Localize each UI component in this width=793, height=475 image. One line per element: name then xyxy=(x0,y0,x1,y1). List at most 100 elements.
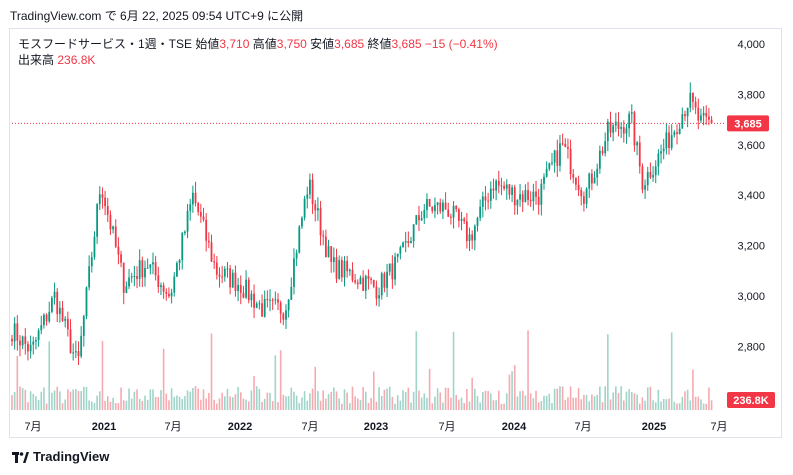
volume-bar xyxy=(484,390,487,410)
volume-bar xyxy=(455,394,458,410)
candle-body xyxy=(53,291,56,298)
volume-bar xyxy=(476,395,479,410)
candle-body xyxy=(590,173,593,184)
candle-body xyxy=(149,264,152,268)
close-label: 終値 xyxy=(367,37,392,51)
volume-bar xyxy=(333,387,335,410)
candle-body xyxy=(689,92,692,108)
volume-bar xyxy=(519,391,521,410)
publish-header: TradingView.com で 6月 22, 2025 09:54 UTC+… xyxy=(10,9,304,23)
volume-bar xyxy=(708,387,710,410)
volume-bar xyxy=(492,400,495,410)
volume-bar xyxy=(678,403,681,410)
volume-bar xyxy=(681,396,684,410)
volume-bar xyxy=(319,400,322,410)
volume-bar xyxy=(503,403,505,410)
candle-body xyxy=(516,199,519,206)
volume-bar xyxy=(117,403,120,410)
volume-bar xyxy=(351,386,354,410)
x-tick-label: 7月 xyxy=(574,421,591,433)
candle-body xyxy=(56,291,59,314)
candle-body xyxy=(484,196,487,201)
volume-bar xyxy=(396,395,399,410)
volume-bar xyxy=(32,393,35,410)
candle-body xyxy=(660,151,662,154)
candle-body xyxy=(19,340,21,346)
ohlc-row: モスフードサービス・1週・TSE 始値3,710 高値3,750 安値3,685… xyxy=(18,36,498,52)
volume-bar xyxy=(505,393,508,410)
candle-body xyxy=(24,336,27,344)
candle-body xyxy=(13,323,16,342)
volume-bar xyxy=(210,333,213,410)
volume-bar xyxy=(402,390,404,410)
volume-bar xyxy=(269,392,271,410)
candle-body xyxy=(11,338,13,342)
candle-body xyxy=(676,132,678,134)
volume-bar xyxy=(245,399,247,410)
volume-bar xyxy=(644,400,646,410)
candle-body xyxy=(638,142,641,167)
volume-bar xyxy=(239,392,242,410)
volume-bar xyxy=(271,401,274,410)
candle-body xyxy=(186,210,189,232)
volume-bar xyxy=(359,400,362,410)
candle-body xyxy=(271,299,274,301)
volume-bar xyxy=(338,398,340,410)
candle-body xyxy=(662,148,665,152)
volume-bar xyxy=(104,400,106,410)
x-axis[interactable]: 7月 2021 7月 2022 7月 2023 7月 2024 7月 2025 7月 xyxy=(24,421,727,433)
candle-body xyxy=(511,187,513,195)
candle-body xyxy=(468,234,471,242)
candle-body xyxy=(205,219,208,241)
volume-bar xyxy=(463,403,465,410)
candle-body xyxy=(189,204,192,211)
candle-body xyxy=(287,299,290,311)
volume-bar xyxy=(516,396,519,410)
candle-body xyxy=(575,177,577,185)
candle-body xyxy=(197,203,200,213)
volume-bar xyxy=(205,398,207,410)
candle-body xyxy=(191,192,194,205)
candle-body xyxy=(45,314,48,322)
footer-brand[interactable]: TradingView xyxy=(12,449,109,464)
candle-body xyxy=(202,216,205,220)
volume-bar xyxy=(420,397,423,410)
volume-bar xyxy=(322,390,325,410)
candle-body xyxy=(213,261,216,263)
y-axis[interactable]: 4,000 3,800 3,600 3,400 3,200 3,000 2,800 xyxy=(737,39,765,353)
volume-bar xyxy=(572,397,575,410)
volume-bar xyxy=(178,396,181,410)
chart-frame[interactable] xyxy=(9,28,782,438)
volume-bar xyxy=(303,391,306,410)
candle-body xyxy=(521,194,524,202)
volume-bar xyxy=(37,399,40,410)
candle-body xyxy=(234,272,237,291)
volume-bar xyxy=(607,334,609,410)
candle-body xyxy=(505,184,508,189)
volume-bar xyxy=(633,393,636,410)
candle-body xyxy=(372,280,375,287)
symbol-label[interactable]: モスフードサービス・1週・TSE xyxy=(18,37,193,51)
volume-bar xyxy=(274,355,277,410)
volume-bar xyxy=(439,392,442,410)
volume-bar xyxy=(540,401,543,410)
volume-bar xyxy=(75,389,77,410)
candle-body xyxy=(181,233,184,261)
candle-body xyxy=(303,198,306,218)
y-tick-label: 3,400 xyxy=(737,190,765,202)
candle-body xyxy=(503,185,505,189)
candle-body xyxy=(274,299,277,301)
candle-body xyxy=(396,253,399,257)
volume-bar xyxy=(261,401,263,410)
candle-body xyxy=(532,191,535,202)
candle-body xyxy=(128,277,130,287)
candle-body xyxy=(553,150,556,163)
candle-body xyxy=(269,299,271,301)
volume-label: 出来高 xyxy=(18,53,55,67)
volume-bar xyxy=(80,391,82,410)
candle-body xyxy=(117,246,120,255)
candle-body xyxy=(636,142,638,146)
candle-body xyxy=(27,343,29,352)
candle-body xyxy=(146,267,149,269)
